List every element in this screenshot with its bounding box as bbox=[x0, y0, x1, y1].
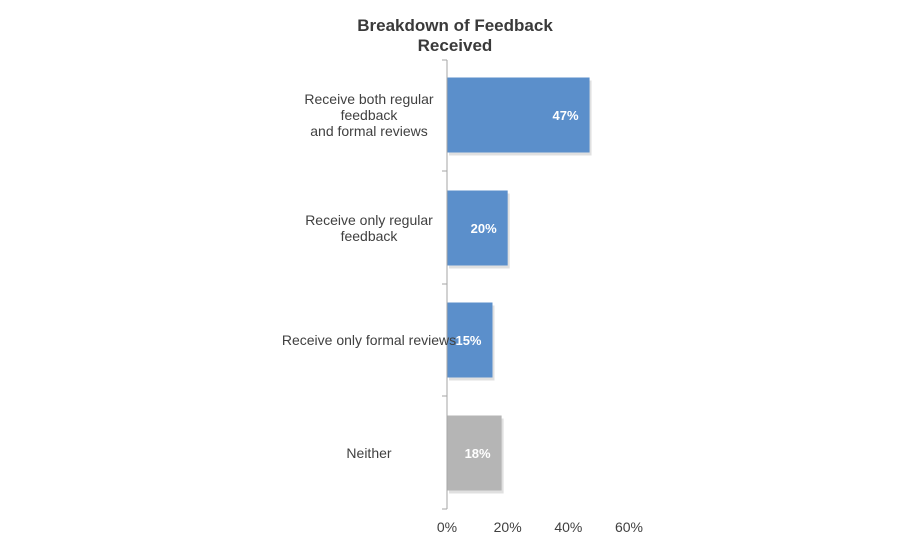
chart-title-line-2: Received bbox=[417, 36, 493, 55]
data-label: 20% bbox=[471, 221, 497, 236]
x-tick-label: 20% bbox=[494, 519, 522, 535]
bar bbox=[447, 77, 590, 153]
category-label: Receive only regular feedback bbox=[305, 212, 433, 244]
category-label: Neither bbox=[346, 445, 391, 461]
category-label: Receive both regular feedback and formal r… bbox=[304, 91, 434, 139]
x-tick-label: 60% bbox=[615, 519, 643, 535]
category-label: Receive only formal reviews bbox=[282, 332, 456, 348]
chart-title: Breakdown of Feedback Received bbox=[255, 16, 655, 56]
data-label: 18% bbox=[465, 446, 491, 461]
chart-title-line-1: Breakdown of Feedback bbox=[357, 16, 553, 35]
bar bbox=[447, 190, 508, 266]
x-tick-label: 0% bbox=[437, 519, 457, 535]
data-label: 15% bbox=[455, 333, 481, 348]
bar bbox=[447, 302, 493, 378]
data-label: 47% bbox=[553, 108, 579, 123]
x-tick-label: 40% bbox=[554, 519, 582, 535]
bar bbox=[447, 415, 502, 491]
